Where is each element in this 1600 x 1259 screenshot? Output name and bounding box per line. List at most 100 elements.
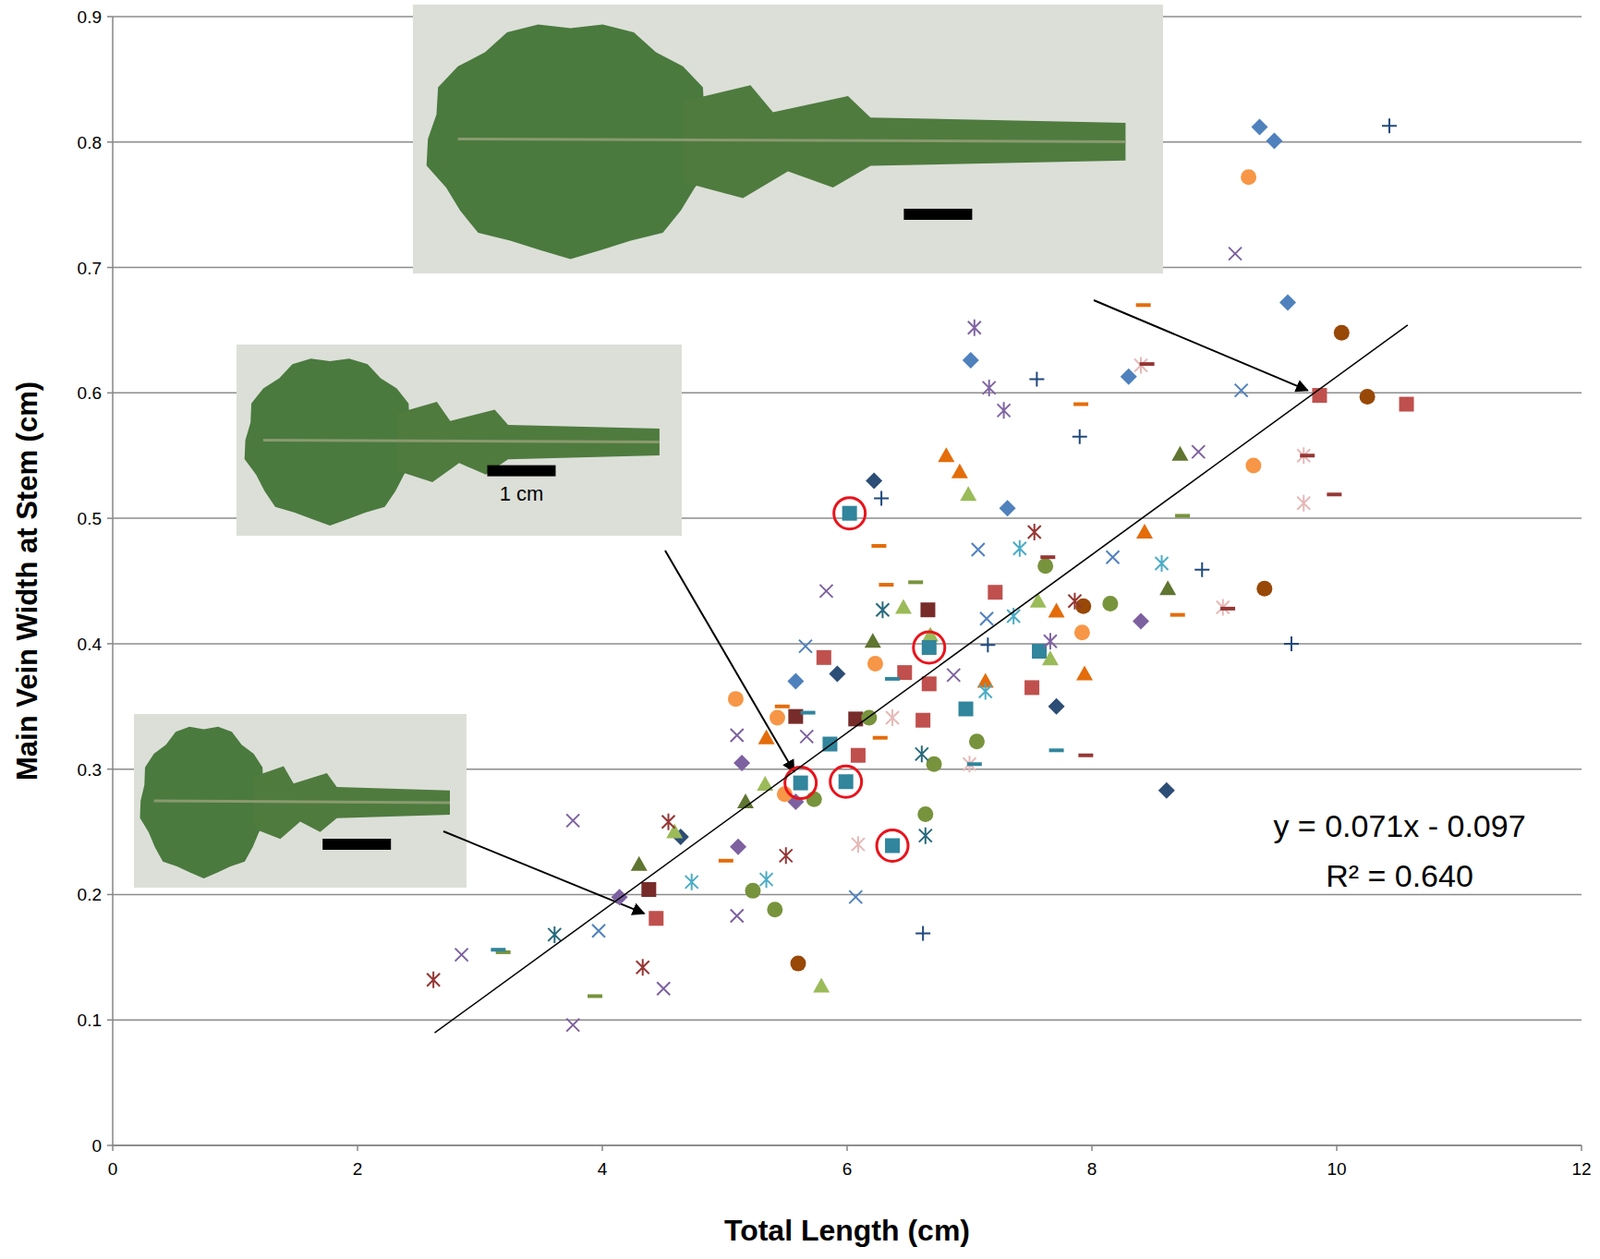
point bbox=[982, 379, 996, 397]
photo-background bbox=[412, 4, 1164, 274]
grid-line bbox=[112, 894, 1582, 897]
chart: 00.10.20.30.40.50.60.70.80.9024681012Tot… bbox=[0, 0, 1600, 1259]
point bbox=[980, 637, 995, 653]
point bbox=[1139, 362, 1155, 366]
point bbox=[1228, 247, 1242, 261]
y-tick-label: 0.1 bbox=[77, 1010, 102, 1031]
point bbox=[828, 665, 846, 682]
y-tick bbox=[107, 642, 113, 645]
leaf-photo bbox=[236, 344, 682, 536]
point bbox=[834, 497, 866, 530]
series bbox=[426, 523, 1081, 989]
point bbox=[908, 580, 923, 584]
series bbox=[727, 169, 1261, 802]
point bbox=[1171, 446, 1188, 461]
point bbox=[1326, 492, 1342, 497]
point bbox=[1240, 169, 1257, 185]
point bbox=[871, 544, 886, 548]
point-square bbox=[921, 640, 937, 655]
leaf-midvein bbox=[458, 139, 1127, 143]
y-tick-label: 0.2 bbox=[77, 884, 102, 905]
point bbox=[830, 765, 862, 798]
series bbox=[455, 247, 1242, 1032]
y-axis-title: Main Vein Width at Stem (cm) bbox=[11, 381, 44, 781]
point bbox=[875, 601, 889, 619]
series bbox=[758, 447, 1153, 745]
point bbox=[885, 709, 899, 727]
leaf-blade bbox=[426, 24, 716, 259]
point bbox=[958, 701, 974, 716]
point-square bbox=[842, 506, 858, 522]
highlight-circle bbox=[830, 765, 862, 798]
point bbox=[1279, 294, 1297, 312]
point bbox=[1194, 562, 1210, 578]
series bbox=[744, 557, 1118, 918]
y-tick bbox=[107, 768, 113, 771]
point bbox=[980, 612, 994, 626]
point bbox=[915, 926, 931, 942]
y-tick-label: 0.3 bbox=[77, 760, 102, 780]
point bbox=[1132, 612, 1150, 630]
point bbox=[1359, 388, 1376, 405]
point bbox=[1256, 581, 1273, 597]
point-square bbox=[838, 774, 854, 789]
x-tick bbox=[111, 1145, 114, 1152]
leaf-midvein bbox=[263, 440, 660, 443]
point bbox=[1029, 371, 1044, 387]
series bbox=[718, 304, 1186, 861]
point bbox=[1072, 429, 1088, 445]
series bbox=[611, 612, 1150, 906]
point bbox=[733, 754, 751, 772]
scale-bar bbox=[903, 208, 972, 220]
series bbox=[790, 325, 1376, 972]
point bbox=[926, 756, 943, 773]
point bbox=[766, 901, 783, 918]
series bbox=[851, 356, 1310, 853]
point bbox=[895, 599, 912, 615]
trendline-r-squared: R² = 0.640 bbox=[1325, 858, 1474, 894]
point bbox=[1191, 445, 1205, 459]
point bbox=[819, 584, 833, 598]
point bbox=[1296, 495, 1310, 512]
point bbox=[951, 463, 969, 479]
point bbox=[1078, 753, 1093, 758]
point bbox=[1075, 598, 1091, 615]
y-tick bbox=[107, 392, 113, 395]
point bbox=[1299, 453, 1315, 458]
x-tick bbox=[601, 1145, 604, 1152]
annotation-arrow bbox=[1093, 300, 1309, 391]
point bbox=[967, 762, 982, 766]
point bbox=[662, 813, 676, 831]
leaf-photo bbox=[133, 714, 467, 888]
y-tick-label: 0.9 bbox=[77, 7, 102, 27]
point bbox=[566, 813, 580, 827]
series bbox=[666, 485, 1059, 993]
point bbox=[919, 827, 933, 845]
point bbox=[1399, 397, 1415, 413]
point bbox=[999, 499, 1017, 517]
x-tick-label: 8 bbox=[1087, 1159, 1098, 1179]
series bbox=[787, 118, 1297, 690]
point bbox=[727, 690, 744, 707]
series bbox=[968, 319, 1057, 650]
y-axis-line bbox=[111, 16, 114, 1146]
y-tick bbox=[107, 266, 113, 269]
photo-background bbox=[236, 344, 682, 536]
y-tick-label: 0.7 bbox=[77, 258, 102, 279]
point bbox=[1042, 650, 1059, 666]
x-axis-title: Total Length (cm) bbox=[724, 1213, 970, 1248]
point bbox=[1006, 607, 1020, 625]
point bbox=[872, 736, 888, 740]
point bbox=[1170, 613, 1186, 618]
point bbox=[1040, 555, 1055, 559]
point bbox=[1049, 748, 1065, 752]
point bbox=[848, 711, 863, 727]
point bbox=[968, 319, 982, 337]
y-tick bbox=[107, 141, 113, 144]
trendline-equation: y = 0.071x - 0.097 bbox=[1272, 808, 1526, 844]
series bbox=[630, 446, 1189, 872]
point bbox=[1048, 603, 1066, 619]
highlight-circle bbox=[913, 631, 946, 664]
point bbox=[878, 582, 894, 587]
grid-line bbox=[112, 1018, 1582, 1021]
